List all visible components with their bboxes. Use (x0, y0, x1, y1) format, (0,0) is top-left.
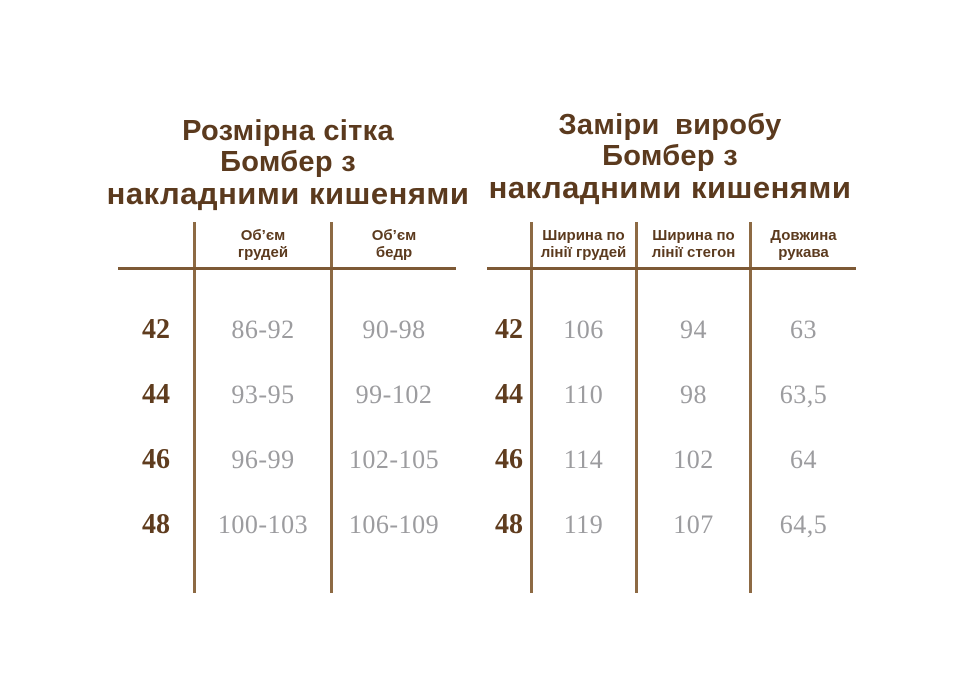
column-header-line: бедр (375, 244, 413, 261)
column-divider (530, 222, 533, 593)
value-cell: 96-99 (231, 445, 295, 474)
column-header-line: Об’єм (240, 227, 286, 244)
left-title-line-3: накладними кишенями (106, 176, 470, 211)
left-title-line-1: Розмірна сітка (182, 115, 394, 147)
right-title-line-2: Бомбер з (602, 140, 738, 172)
column-header-hip-volume: Об’єм бедр (332, 227, 456, 261)
value-cell: 93-95 (231, 380, 295, 409)
left-title-line-2: Бомбер з (220, 146, 356, 178)
column-header-sleeve-length: Довжина рукава (751, 227, 856, 261)
column-header-line: грудей (237, 244, 289, 261)
size-cell: 42 (142, 314, 170, 345)
right-title-line-1: Заміри виробу (558, 109, 782, 141)
column-header-line: Ширина по (542, 227, 625, 244)
column-divider (749, 222, 752, 593)
value-cell: 98 (680, 380, 707, 409)
column-header-hip-width: Ширина по лінії стегон (636, 227, 751, 261)
column-header-line: лінії грудей (540, 244, 627, 261)
value-cell: 119 (563, 510, 604, 539)
left-panel-title: Розмірна сітка Бомбер з накладними кишен… (96, 115, 480, 211)
right-title-line-3: накладними кишенями (488, 170, 852, 205)
column-divider (193, 222, 196, 593)
right-panel-title: Заміри виробу Бомбер з накладними кишеня… (478, 109, 862, 205)
value-cell: 110 (563, 380, 604, 409)
product-measurements-table: Ширина по лінії грудей Ширина по лінії с… (487, 222, 856, 593)
size-cell: 44 (142, 379, 170, 410)
value-cell: 114 (563, 445, 604, 474)
header-rule (118, 267, 456, 270)
column-header-line: рукава (778, 244, 829, 261)
value-cell: 64 (790, 445, 817, 474)
size-cell: 48 (142, 509, 170, 540)
value-cell: 94 (680, 315, 707, 344)
value-cell: 99-102 (355, 380, 433, 409)
size-cell: 42 (495, 314, 523, 345)
value-cell: 102 (673, 445, 714, 474)
column-header-line: Ширина по (652, 227, 735, 244)
header-rule (487, 267, 856, 270)
value-cell: 64,5 (779, 510, 828, 539)
value-cell: 63,5 (779, 380, 828, 409)
column-divider (330, 222, 333, 593)
column-divider (635, 222, 638, 593)
value-cell: 107 (673, 510, 714, 539)
value-cell: 106-109 (348, 510, 440, 539)
size-cell: 48 (495, 509, 523, 540)
value-cell: 90-98 (362, 315, 426, 344)
size-cell: 46 (142, 444, 170, 475)
column-header-line: Об’єм (371, 227, 417, 244)
value-cell: 86-92 (231, 315, 295, 344)
column-header-line: лінії стегон (651, 244, 736, 261)
size-cell: 44 (495, 379, 523, 410)
column-header-line: Довжина (770, 227, 837, 244)
column-header-chest-width: Ширина по лінії грудей (531, 227, 636, 261)
value-cell: 102-105 (348, 445, 440, 474)
size-grid-table: Об’єм грудей Об’єм бедр 42 86-92 90-98 4… (118, 222, 456, 593)
value-cell: 63 (790, 315, 817, 344)
column-header-chest-volume: Об’єм грудей (194, 227, 332, 261)
value-cell: 100-103 (217, 510, 309, 539)
size-cell: 46 (495, 444, 523, 475)
value-cell: 106 (563, 315, 604, 344)
